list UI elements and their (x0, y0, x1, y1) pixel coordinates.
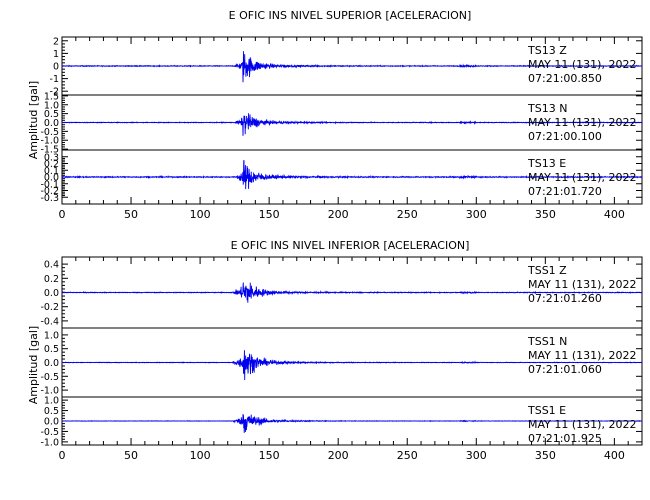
x-tick-label: 400 (604, 208, 625, 221)
time-label: 07:21:00.850 (528, 72, 602, 85)
y-tick-label: -0.5 (40, 127, 59, 138)
x-tick-label: 50 (124, 208, 138, 221)
waveform-ts13-e (61, 159, 643, 190)
x-tick-label: 250 (397, 449, 418, 462)
time-label: 07:21:00.100 (528, 130, 602, 143)
y-tick-label: 1 (53, 49, 59, 60)
time-label: 07:21:01.720 (528, 185, 602, 198)
waveform-tss1-e (61, 414, 643, 433)
y-tick-label: 1.0 (44, 330, 59, 341)
y-tick-label: 0.5 (44, 406, 59, 417)
y-tick-label: -2 (50, 87, 59, 98)
station-label: TS13 Z (527, 44, 567, 57)
y-tick-label: -0.3 (40, 193, 59, 204)
y-tick-label: 2 (53, 36, 59, 47)
waveform-ts13-n (62, 113, 643, 136)
date-label: MAY 11 (131), 2022 (528, 171, 636, 184)
date-label: MAY 11 (131), 2022 (528, 278, 636, 291)
y-tick-label: 0.2 (44, 274, 59, 285)
y-tick-label: 0.0 (44, 288, 59, 299)
y-tick-label: -1 (50, 74, 59, 85)
y-tick-label: 0.0 (44, 358, 59, 369)
x-tick-label: 400 (604, 449, 625, 462)
x-tick-label: 200 (328, 208, 349, 221)
y-tick-label: 0.5 (44, 344, 59, 355)
y-tick-label: -0.2 (40, 186, 59, 197)
station-label: TSS1 Z (527, 264, 567, 277)
y-tick-label: -1.5 (40, 145, 59, 156)
y-tick-label: 1.5 (44, 91, 59, 102)
y-tick-label: 0.3 (44, 152, 59, 163)
chart-title-lower: E OFIC INS NIVEL INFERIOR [ACELERACION] (231, 239, 470, 252)
waveform-tss1-z (61, 282, 642, 303)
y-axis-label-upper: Amplitud [gal] (27, 81, 40, 159)
y-tick-label: 0.2 (44, 159, 59, 170)
y-tick-label: -0.5 (40, 372, 59, 383)
x-tick-label: 350 (535, 208, 556, 221)
x-tick-label: 0 (59, 449, 66, 462)
waveform-tss1-n (61, 350, 643, 381)
y-tick-label: -1.0 (40, 386, 59, 397)
y-tick-label: 0.1 (44, 166, 59, 177)
x-tick-label: 100 (190, 208, 211, 221)
y-tick-label: -0.5 (40, 427, 59, 438)
y-tick-label: -0.2 (40, 302, 59, 313)
y-tick-label: 0.4 (44, 260, 59, 271)
station-label: TS13 N (527, 102, 567, 115)
y-tick-label: 0 (53, 62, 59, 73)
station-label: TSS1 N (527, 335, 567, 348)
y-tick-label: -0.1 (40, 179, 59, 190)
time-label: 07:21:01.260 (528, 292, 602, 305)
time-label: 07:21:01.925 (528, 432, 602, 445)
y-tick-label: 1.0 (44, 100, 59, 111)
x-tick-label: 150 (259, 449, 280, 462)
y-tick-label: 0.5 (44, 109, 59, 120)
date-label: MAY 11 (131), 2022 (528, 349, 636, 362)
x-tick-label: 250 (397, 208, 418, 221)
y-tick-label: -1.0 (40, 136, 59, 147)
y-tick-label: 0.0 (44, 173, 59, 184)
time-label: 07:21:01.060 (528, 363, 602, 376)
y-tick-label: 0.0 (44, 417, 59, 428)
x-tick-label: 150 (259, 208, 280, 221)
x-tick-label: 200 (328, 449, 349, 462)
x-tick-label: 100 (190, 449, 211, 462)
y-tick-label: 1.0 (44, 396, 59, 407)
date-label: MAY 11 (131), 2022 (528, 418, 636, 431)
x-tick-label: 350 (535, 449, 556, 462)
y-tick-label: -0.4 (40, 316, 59, 327)
station-label: TSS1 E (527, 404, 566, 417)
station-label: TS13 E (527, 157, 566, 170)
date-label: MAY 11 (131), 2022 (528, 58, 636, 71)
x-tick-label: 0 (59, 208, 66, 221)
date-label: MAY 11 (131), 2022 (528, 116, 636, 129)
x-tick-label: 300 (466, 208, 487, 221)
y-tick-label: 0.0 (44, 118, 59, 129)
x-tick-label: 50 (124, 449, 138, 462)
chart-title-upper: E OFIC INS NIVEL SUPERIOR [ACELERACION] (229, 9, 472, 22)
y-tick-label: -1.0 (40, 437, 59, 448)
waveform-ts13-z (61, 51, 643, 83)
y-axis-label-lower: Amplitud [gal] (27, 326, 40, 404)
x-tick-label: 300 (466, 449, 487, 462)
